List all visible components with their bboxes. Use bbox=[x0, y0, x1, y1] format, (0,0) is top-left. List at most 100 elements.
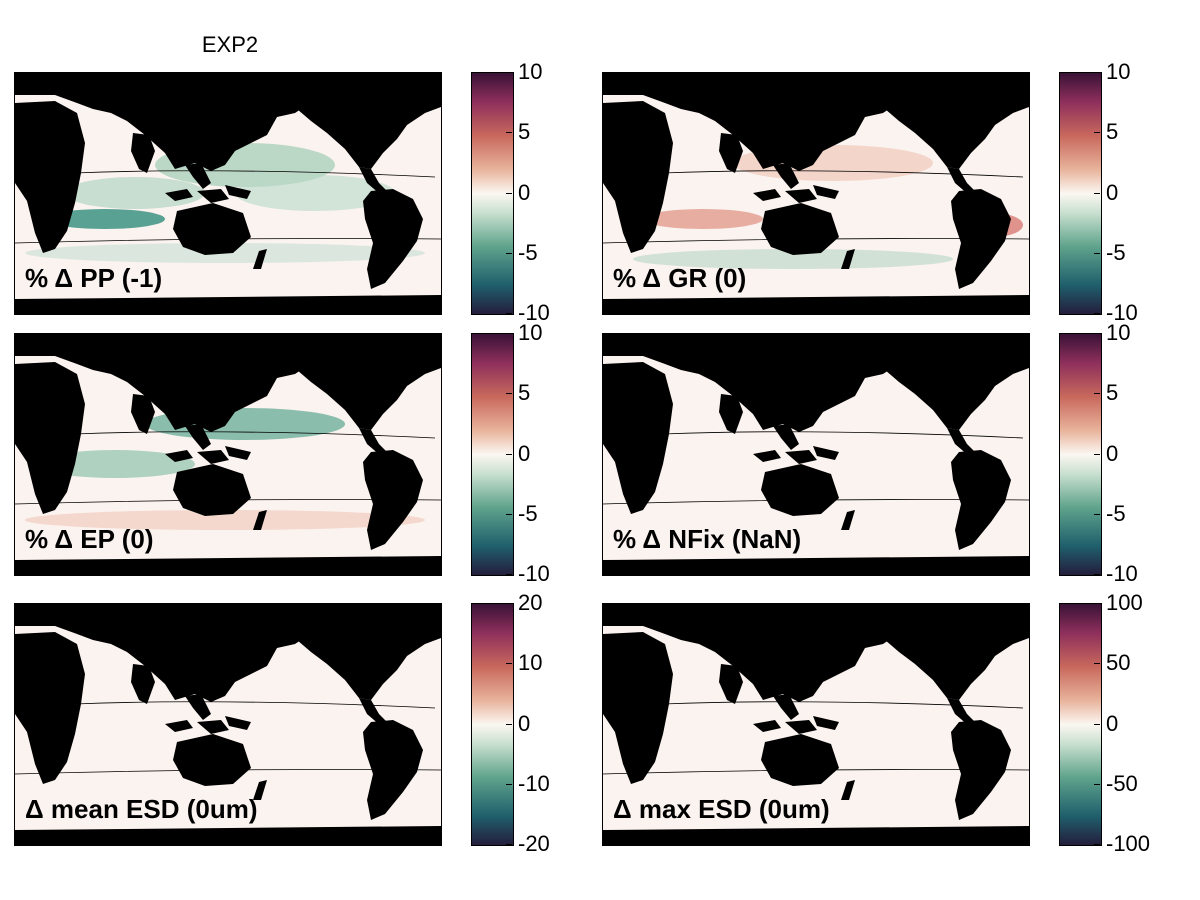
colorbar-mean-esd bbox=[471, 603, 514, 846]
anomaly-patch bbox=[235, 175, 395, 211]
land-mass bbox=[363, 450, 423, 550]
land-mass bbox=[277, 604, 441, 700]
colorbar-tick bbox=[1094, 574, 1100, 575]
land-mass bbox=[773, 694, 799, 720]
map-nfix: % Δ NFix (NaN) bbox=[602, 333, 1030, 576]
land-mass bbox=[363, 189, 423, 289]
land-mass bbox=[719, 394, 743, 434]
colorbar-nfix bbox=[1059, 333, 1102, 576]
land-mass bbox=[197, 189, 229, 203]
land-mass bbox=[947, 167, 975, 195]
colorbar-tick bbox=[1094, 663, 1100, 665]
colorbar-tick bbox=[506, 192, 512, 194]
land-mass bbox=[185, 424, 211, 450]
land-mass bbox=[253, 249, 267, 269]
land-mass bbox=[15, 362, 85, 514]
contour-line bbox=[74, 701, 436, 709]
anomaly-patch bbox=[65, 177, 205, 209]
land-mass bbox=[773, 163, 799, 189]
colorbar-tick bbox=[506, 393, 512, 395]
colorbar-tick-label: 0 bbox=[1106, 179, 1119, 205]
colorbar-tick-label: 0 bbox=[1106, 440, 1119, 466]
land-mass bbox=[359, 698, 387, 726]
colorbar-tick-label: 0 bbox=[518, 440, 531, 466]
colorbar-tick-label: 10 bbox=[1106, 59, 1131, 84]
figure-title: EXP2 bbox=[201, 32, 259, 57]
land-mass bbox=[277, 334, 441, 430]
land-mass bbox=[359, 167, 387, 195]
land-mass bbox=[603, 334, 933, 432]
colorbar-tick-label: 5 bbox=[1106, 380, 1119, 406]
land-mass bbox=[15, 295, 441, 314]
land-mass bbox=[225, 446, 251, 460]
land-mass bbox=[15, 73, 345, 171]
colorbar-tick-label: -10 bbox=[1106, 300, 1138, 325]
anomaly-patch bbox=[45, 209, 165, 229]
land-mass bbox=[947, 698, 975, 726]
colorbar-tick bbox=[1094, 603, 1100, 604]
panel-label: % Δ EP (0) bbox=[25, 524, 154, 554]
land-mass bbox=[197, 720, 229, 734]
colorbar-pp bbox=[471, 72, 514, 315]
map-canvas bbox=[15, 334, 441, 575]
land-mass bbox=[761, 203, 839, 255]
anomaly-patch bbox=[25, 510, 425, 530]
colorbar-tick bbox=[1094, 333, 1100, 334]
land-mass bbox=[603, 826, 1029, 845]
colorbar-tick bbox=[506, 513, 512, 515]
land-mass bbox=[603, 362, 673, 514]
contour-line bbox=[662, 170, 1024, 178]
land-mass bbox=[225, 716, 251, 730]
colorbar-tick bbox=[506, 603, 512, 604]
colorbar-tick-label: -5 bbox=[1106, 500, 1126, 526]
map-canvas bbox=[603, 73, 1029, 314]
colorbar-tick bbox=[1094, 192, 1100, 194]
land-mass bbox=[15, 334, 345, 432]
contour-line bbox=[662, 431, 1024, 439]
land-mass bbox=[603, 604, 933, 702]
land-mass bbox=[785, 450, 817, 464]
colorbar-tick-label: 5 bbox=[518, 119, 531, 145]
land-mass bbox=[131, 394, 155, 434]
colorbar-tick bbox=[506, 574, 512, 575]
colorbar-tick-label: 10 bbox=[518, 650, 543, 676]
colorbar-tick bbox=[506, 333, 512, 334]
colorbar-tick bbox=[506, 453, 512, 455]
colorbar-tick bbox=[1094, 72, 1100, 73]
colorbar-tick bbox=[506, 132, 512, 134]
colorbar-tick-label: 50 bbox=[1106, 650, 1131, 676]
land-mass bbox=[603, 556, 1029, 575]
panel-label: Δ mean ESD (0um) bbox=[25, 794, 258, 824]
panel-label: % Δ NFix (NaN) bbox=[613, 524, 802, 554]
land-mass bbox=[841, 510, 855, 530]
land-mass bbox=[947, 428, 975, 456]
colorbar-tick-label: 100 bbox=[1106, 590, 1143, 615]
land-mass bbox=[15, 632, 85, 784]
land-mass bbox=[813, 185, 839, 199]
colorbar-tick-label: -5 bbox=[518, 500, 538, 526]
land-mass bbox=[841, 249, 855, 269]
land-mass bbox=[865, 334, 1029, 430]
land-mass bbox=[173, 734, 251, 786]
land-mass bbox=[165, 720, 193, 732]
land-mass bbox=[753, 450, 781, 462]
land-mass bbox=[719, 664, 743, 704]
land-mass bbox=[773, 424, 799, 450]
land-mass bbox=[951, 720, 1011, 820]
land-mass bbox=[841, 780, 855, 800]
colorbar-tick-label: -100 bbox=[1106, 831, 1151, 856]
land-mass bbox=[15, 604, 345, 702]
land-mass bbox=[165, 450, 193, 462]
colorbar-tick-label: 0 bbox=[518, 710, 531, 736]
land-mass bbox=[277, 73, 441, 169]
colorbar-tick-label: -5 bbox=[518, 239, 538, 265]
anomaly-patch bbox=[643, 209, 763, 229]
panel-label: % Δ PP (-1) bbox=[25, 263, 163, 293]
land-mass bbox=[131, 133, 155, 173]
map-canvas bbox=[15, 73, 441, 314]
colorbar-tick bbox=[1094, 723, 1100, 725]
land-mass bbox=[225, 185, 251, 199]
colorbar-tick-label: 20 bbox=[518, 590, 543, 615]
colorbar-tick-label: 0 bbox=[518, 179, 531, 205]
land-mass bbox=[603, 73, 933, 171]
